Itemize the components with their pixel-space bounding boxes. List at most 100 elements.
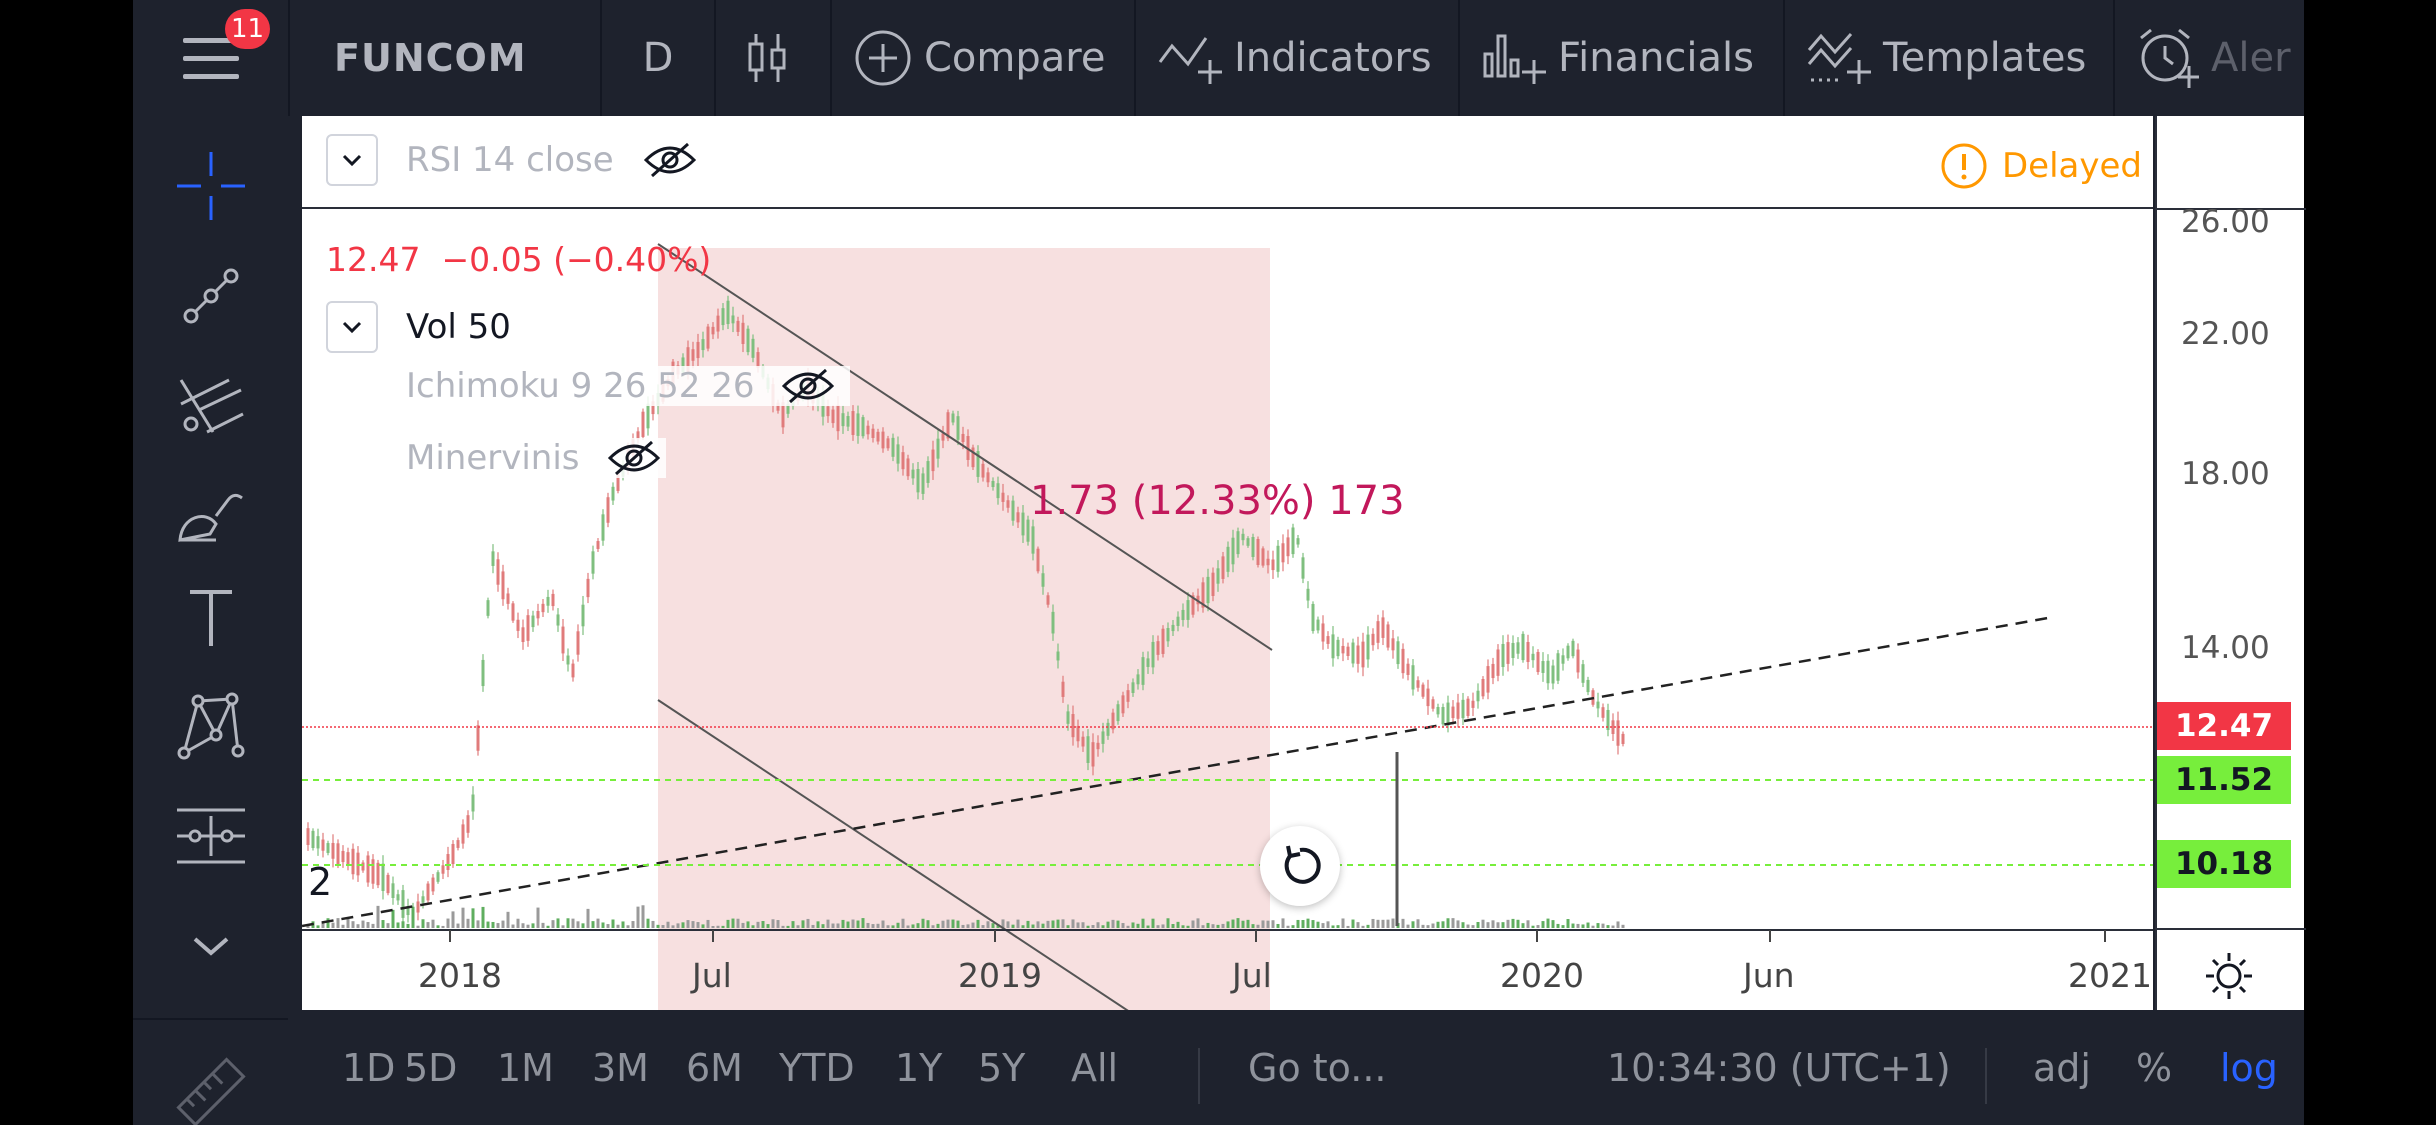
volume-bar xyxy=(1261,920,1265,928)
clock-timezone[interactable]: 10:34:30 (UTC+1) xyxy=(1607,1046,1951,1090)
go-to-date-button[interactable]: Go to... xyxy=(1248,1046,1387,1090)
candle-body xyxy=(1111,712,1115,730)
candle-body xyxy=(1216,568,1220,584)
pitchfork-tool[interactable] xyxy=(171,366,251,446)
volume-bar xyxy=(531,923,535,928)
rsi-legend[interactable]: RSI 14 close xyxy=(326,134,696,186)
candle-body xyxy=(1051,611,1055,634)
candle-body xyxy=(1026,519,1030,542)
volume-bar xyxy=(906,925,910,928)
range-all[interactable]: All xyxy=(1071,1046,1119,1090)
candle-body xyxy=(1466,698,1470,716)
volume-bar xyxy=(1101,925,1105,928)
volume-bar xyxy=(961,924,965,928)
volume-bar xyxy=(1466,924,1470,928)
position-tool[interactable] xyxy=(171,796,251,876)
range-ytd[interactable]: YTD xyxy=(779,1046,855,1090)
chart-pane[interactable]: RSI 14 close Delayed 12.47 −0.05 (−0.40%… xyxy=(302,116,2153,1010)
candle-body xyxy=(976,451,980,477)
range-1y[interactable]: 1Y xyxy=(895,1046,943,1090)
candle-body xyxy=(1511,642,1515,659)
candle-body xyxy=(1546,660,1550,684)
volume-bar xyxy=(676,923,680,928)
templates-button[interactable]: Templates xyxy=(1783,0,2113,116)
chart-settings-button[interactable] xyxy=(2201,948,2257,1004)
candle-body xyxy=(481,659,485,687)
vol-legend[interactable]: Vol 50 xyxy=(326,301,511,353)
alerts-button[interactable]: Aler xyxy=(2113,0,2304,116)
candle-body xyxy=(601,514,605,541)
log-toggle[interactable]: log xyxy=(2220,1046,2278,1090)
volume-bar xyxy=(1561,925,1565,928)
candle-body xyxy=(561,626,565,654)
trend-line-tool[interactable] xyxy=(171,256,251,336)
pattern-icon xyxy=(177,692,245,760)
candle-body xyxy=(1076,725,1080,742)
interval-button[interactable]: D xyxy=(600,0,714,116)
adj-toggle[interactable]: adj xyxy=(2033,1046,2091,1090)
volume-bar xyxy=(1501,922,1505,928)
crosshair-tool[interactable] xyxy=(171,146,251,226)
candle-body xyxy=(1321,623,1325,642)
volume-bar xyxy=(1446,918,1450,928)
hamburger-icon xyxy=(183,38,239,80)
volume-bar xyxy=(886,925,890,928)
volume-bar xyxy=(1211,924,1215,928)
candle-body xyxy=(1391,638,1395,651)
range-5d[interactable]: 5D xyxy=(404,1046,458,1090)
price-chart[interactable] xyxy=(302,116,2153,1010)
ichimoku-legend[interactable]: Ichimoku 9 26 52 26 xyxy=(392,366,851,406)
volume-bar xyxy=(511,924,515,928)
volume-bar xyxy=(1001,919,1005,928)
candle-body xyxy=(961,433,965,443)
more-tools-button[interactable] xyxy=(171,906,251,986)
eye-hidden-icon[interactable] xyxy=(643,140,696,180)
symbol-search-button[interactable]: FUNCOM xyxy=(288,0,733,116)
delayed-label: Delayed xyxy=(2002,146,2143,186)
candle-body xyxy=(386,874,390,894)
delayed-indicator[interactable]: Delayed xyxy=(1940,142,2142,190)
scroll-reset-button[interactable] xyxy=(1260,826,1340,906)
minervinis-legend[interactable]: Minervinis xyxy=(392,438,666,478)
range-5y[interactable]: 5Y xyxy=(978,1046,1026,1090)
volume-bar xyxy=(776,920,780,928)
range-1m[interactable]: 1M xyxy=(497,1046,554,1090)
range-6m[interactable]: 6M xyxy=(686,1046,743,1090)
candle-body xyxy=(581,604,585,627)
menu-button[interactable]: 11 xyxy=(133,0,288,116)
candle-body xyxy=(1296,538,1300,545)
candle-body xyxy=(431,877,435,892)
measure-tool[interactable] xyxy=(171,1052,251,1125)
compare-button[interactable]: Compare xyxy=(830,0,1134,116)
pattern-tool[interactable] xyxy=(171,686,251,766)
candle-body xyxy=(696,341,700,359)
range-3m[interactable]: 3M xyxy=(592,1046,649,1090)
eye-hidden-icon[interactable] xyxy=(782,366,835,406)
volume-bar xyxy=(376,905,380,928)
volume-bar xyxy=(551,920,555,928)
text-tool[interactable] xyxy=(171,578,251,658)
candle-body xyxy=(721,308,725,326)
chevron-down-icon xyxy=(193,937,229,956)
volume-bar xyxy=(841,919,845,928)
chart-type-button[interactable] xyxy=(714,0,830,116)
collapse-button[interactable] xyxy=(326,301,378,353)
measure-annotation[interactable]: 1.73 (12.33%) 173 xyxy=(1030,478,1405,524)
volume-bar xyxy=(796,925,800,928)
percent-toggle[interactable]: % xyxy=(2136,1046,2173,1090)
candle-body xyxy=(1016,512,1020,523)
collapse-button[interactable] xyxy=(326,134,378,186)
financials-button[interactable]: Financials xyxy=(1458,0,1783,116)
volume-bar xyxy=(1286,925,1290,928)
volume-bar xyxy=(1011,924,1015,928)
volume-bar xyxy=(456,923,460,928)
volume-bar xyxy=(1161,924,1165,928)
volume-bar xyxy=(1346,925,1350,928)
eye-hidden-icon[interactable] xyxy=(607,438,660,478)
indicators-button[interactable]: Indicators xyxy=(1134,0,1458,116)
volume-bar xyxy=(1146,925,1150,928)
price-axis[interactable]: 26.00 22.00 18.00 14.00 12.47 11.52 10.1… xyxy=(2155,116,2306,1010)
range-1d[interactable]: 1D xyxy=(342,1046,396,1090)
brush-tool[interactable] xyxy=(171,476,251,556)
candle-body xyxy=(1056,651,1060,661)
